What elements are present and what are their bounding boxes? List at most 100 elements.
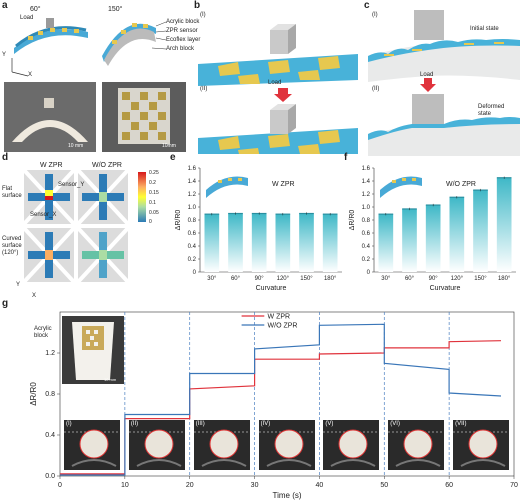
colorbar-tick-0: 0.25	[149, 170, 159, 176]
e-xtick-label: 60°	[231, 276, 241, 282]
panel-c-letter: c	[364, 0, 370, 11]
stage-label: (V)	[325, 421, 334, 427]
stage-photo-drawing	[323, 429, 380, 467]
state-label-c2: (II)	[372, 86, 380, 92]
axis-y-label-a: Y	[2, 52, 7, 58]
stage-cup-outline	[209, 429, 239, 459]
f-ytick-label: 1.4	[362, 179, 371, 185]
load-label-b: Load	[268, 80, 282, 86]
f-bar	[473, 190, 488, 272]
e-ylabel: ΔR/R0	[175, 210, 182, 231]
e-ytick-label: 0.8	[188, 218, 197, 224]
e-xtick-label: 180°	[324, 276, 337, 282]
e-inset-illustration	[206, 176, 248, 198]
stage-photo-drawing	[128, 429, 185, 467]
g-legend-label: W ZPR	[268, 314, 291, 321]
state-label-b1: (I)	[200, 12, 206, 18]
load-label-a: Load	[20, 15, 34, 21]
stage-label: (II)	[130, 421, 139, 427]
g-xtick-label: 70	[510, 482, 518, 489]
sensor-pattern	[118, 88, 170, 144]
stage-label: (VII)	[455, 421, 467, 427]
g-series-line-w-zpr	[60, 340, 502, 475]
f-ytick-label: 0.6	[362, 231, 371, 237]
g-xtick-label: 10	[121, 482, 129, 489]
colorbar-tick-2: 0.15	[149, 190, 159, 196]
cup-shape	[72, 322, 114, 380]
g-xtick-label: 0	[58, 482, 62, 489]
f-ylabel: ΔR/R0	[349, 210, 356, 231]
stage-label: (IV)	[260, 421, 271, 427]
e-xtick-label: 30°	[207, 276, 217, 282]
scale-bar-label-sensor: 10mm	[162, 143, 176, 149]
panel-d-letter: d	[2, 152, 9, 163]
stage-cup-outline	[274, 429, 304, 459]
f-ytick-label: 0.8	[362, 218, 371, 224]
panel-f-letter: f	[344, 152, 348, 163]
e-ytick-label: 1.6	[188, 166, 197, 172]
colorbar	[138, 172, 146, 222]
g-xtick-label: 60	[445, 482, 453, 489]
f-ytick-label: 0	[367, 270, 371, 276]
angle-label-150: 150°	[108, 6, 123, 13]
g-legend-label: W/O ZPR	[268, 323, 298, 330]
layer-label-ecoflex: Ecoflex layer	[166, 37, 201, 43]
e-ytick-label: 0.4	[188, 244, 197, 250]
g-ylabel: ΔR/R0	[29, 382, 38, 406]
f-bar	[378, 214, 394, 272]
stage-photo-drawing	[388, 429, 445, 467]
e-bar	[251, 213, 267, 272]
f-inset-illustration	[380, 176, 422, 198]
g-xlabel: Time (s)	[272, 491, 301, 500]
initial-state-label: Initial state	[470, 26, 499, 32]
colorbar-tick-4: 0.05	[149, 210, 159, 216]
stage-fixture	[266, 459, 312, 467]
f-xtick-label: 120°	[451, 276, 464, 282]
g-xtick-label: 50	[380, 482, 388, 489]
stage-photo-drawing	[258, 429, 315, 467]
panel-g-letter: g	[2, 298, 9, 309]
panel-b-letter: b	[194, 0, 201, 11]
colorbar-tick-3: 0.1	[149, 200, 156, 206]
stage-photo-drawing	[64, 429, 120, 467]
stage-photo-drawing	[453, 429, 510, 467]
e-ytick-label: 1.2	[188, 192, 197, 198]
g-ytick-label: 0.8	[45, 391, 55, 398]
g-xtick-label: 40	[316, 482, 324, 489]
panel-d-heatmaps	[24, 170, 130, 284]
f-ytick-label: 1.2	[362, 192, 371, 198]
stage-cup-outline	[403, 429, 433, 459]
chart-g: 0.0 0.4 0.8 1.2 0 10 20 30 40 50 60 70 Time (s) ΔR/R0…	[29, 311, 518, 500]
stage-fixture	[460, 459, 506, 467]
sensor-y-label: Sensor_Y	[58, 182, 85, 188]
stage-fixture	[330, 459, 376, 467]
e-ytick-label: 0.2	[188, 257, 197, 263]
stage-fixture	[136, 459, 182, 467]
panel-b-illustration	[198, 24, 358, 154]
f-title: W/O ZPR	[446, 181, 476, 188]
e-bar	[275, 214, 291, 272]
layer-label-zpr: ZPR sensor	[166, 28, 198, 34]
e-bar	[228, 213, 243, 272]
arch-shape	[12, 98, 88, 142]
stage-photo: (VI)	[388, 420, 445, 470]
e-xtick-label: 90°	[255, 276, 265, 282]
state-label-c1: (I)	[372, 12, 378, 18]
stage-cup-outline	[144, 429, 174, 459]
axis-x-label-d: X	[32, 293, 37, 299]
f-bar	[449, 197, 465, 272]
panel-c-illustration	[368, 10, 520, 156]
stage-fixture	[71, 459, 117, 467]
g-xtick-label: 30	[251, 482, 259, 489]
row-label-curved: Curved surface (120°)	[2, 236, 22, 256]
e-bar	[204, 214, 220, 272]
stage-photo: (IV)	[258, 420, 315, 470]
row-label-flat: Flat surface	[2, 186, 22, 199]
f-ytick-label: 1.6	[362, 166, 371, 172]
stage-cup-outline	[468, 429, 498, 459]
e-xlabel: Curvature	[256, 285, 287, 292]
f-ytick-label: 0.4	[362, 244, 371, 250]
stage-fixture	[201, 459, 247, 467]
stage-photo: (I)	[64, 420, 120, 470]
state-label-b2: (II)	[200, 86, 208, 92]
